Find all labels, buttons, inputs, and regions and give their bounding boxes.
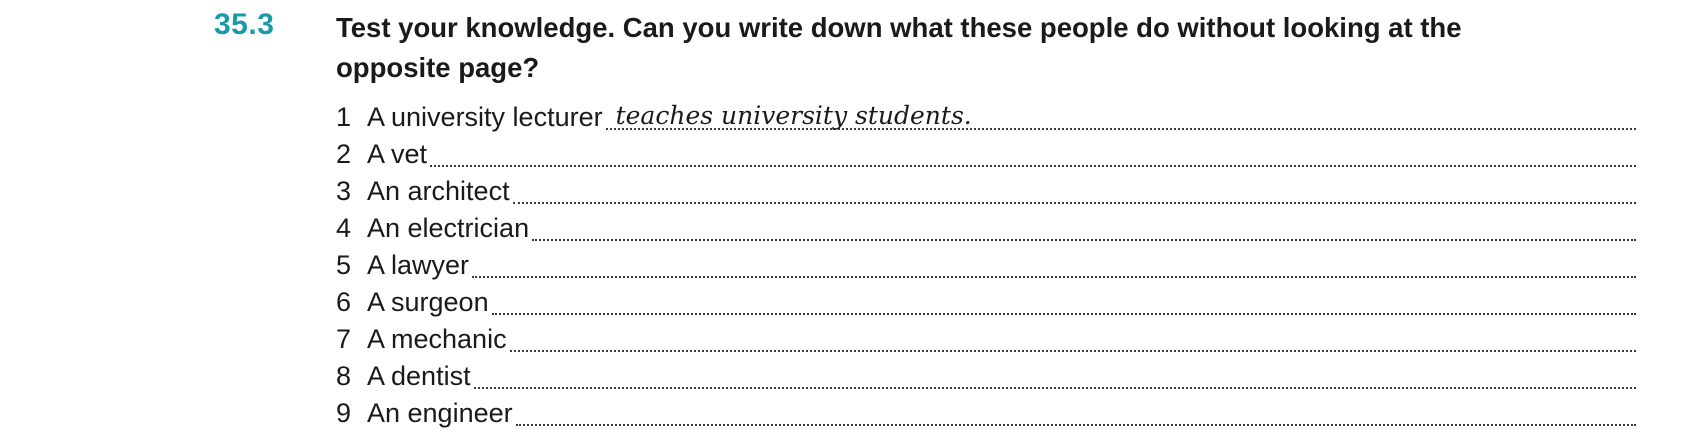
item-label: A lawyer [367, 250, 470, 280]
item-number: 5 [336, 250, 352, 280]
list-item-9: 9 An engineer [336, 392, 1636, 429]
item-label: An electrician [367, 213, 530, 243]
item-label: An architect [367, 176, 510, 206]
list-item-4: 4 An electrician [336, 207, 1636, 244]
handwritten-answer: teaches university students. [615, 101, 972, 130]
answer-line[interactable] [509, 320, 1636, 352]
item-label: An engineer [367, 398, 513, 428]
item-number: 4 [336, 213, 352, 243]
answer-line[interactable] [532, 209, 1636, 241]
list-item-8: 8 A dentist [336, 355, 1636, 392]
list-item-7: 7 A mechanic [336, 318, 1636, 355]
item-label: A surgeon [367, 287, 489, 317]
answer-line[interactable] [430, 135, 1636, 167]
item-number: 8 [336, 361, 352, 391]
exercise-number: 35.3 [214, 8, 275, 41]
answer-list: 1 A university lecturer teaches universi… [336, 96, 1636, 429]
item-number: 2 [336, 139, 352, 169]
list-item-5: 5 A lawyer [336, 244, 1636, 281]
answer-line[interactable]: teaches university students. [605, 98, 1636, 130]
item-label: A vet [367, 139, 428, 169]
item-number: 3 [336, 176, 352, 206]
answer-line[interactable] [473, 357, 1636, 389]
item-label: A university lecturer [367, 102, 603, 132]
item-number: 9 [336, 398, 352, 428]
answer-line[interactable] [515, 394, 1636, 426]
answer-line[interactable] [491, 283, 1636, 315]
list-item-3: 3 An architect [336, 170, 1636, 207]
item-label: A dentist [367, 361, 471, 391]
item-number: 7 [336, 324, 352, 354]
answer-line[interactable] [472, 246, 1636, 278]
list-item-6: 6 A surgeon [336, 281, 1636, 318]
item-number: 6 [336, 287, 352, 317]
list-item-1: 1 A university lecturer teaches universi… [336, 96, 1636, 133]
answer-line[interactable] [512, 172, 1636, 204]
item-number: 1 [336, 102, 352, 132]
exercise-instruction: Test your knowledge. Can you write down … [336, 12, 1462, 83]
item-label: A mechanic [367, 324, 507, 354]
list-item-2: 2 A vet [336, 133, 1636, 170]
